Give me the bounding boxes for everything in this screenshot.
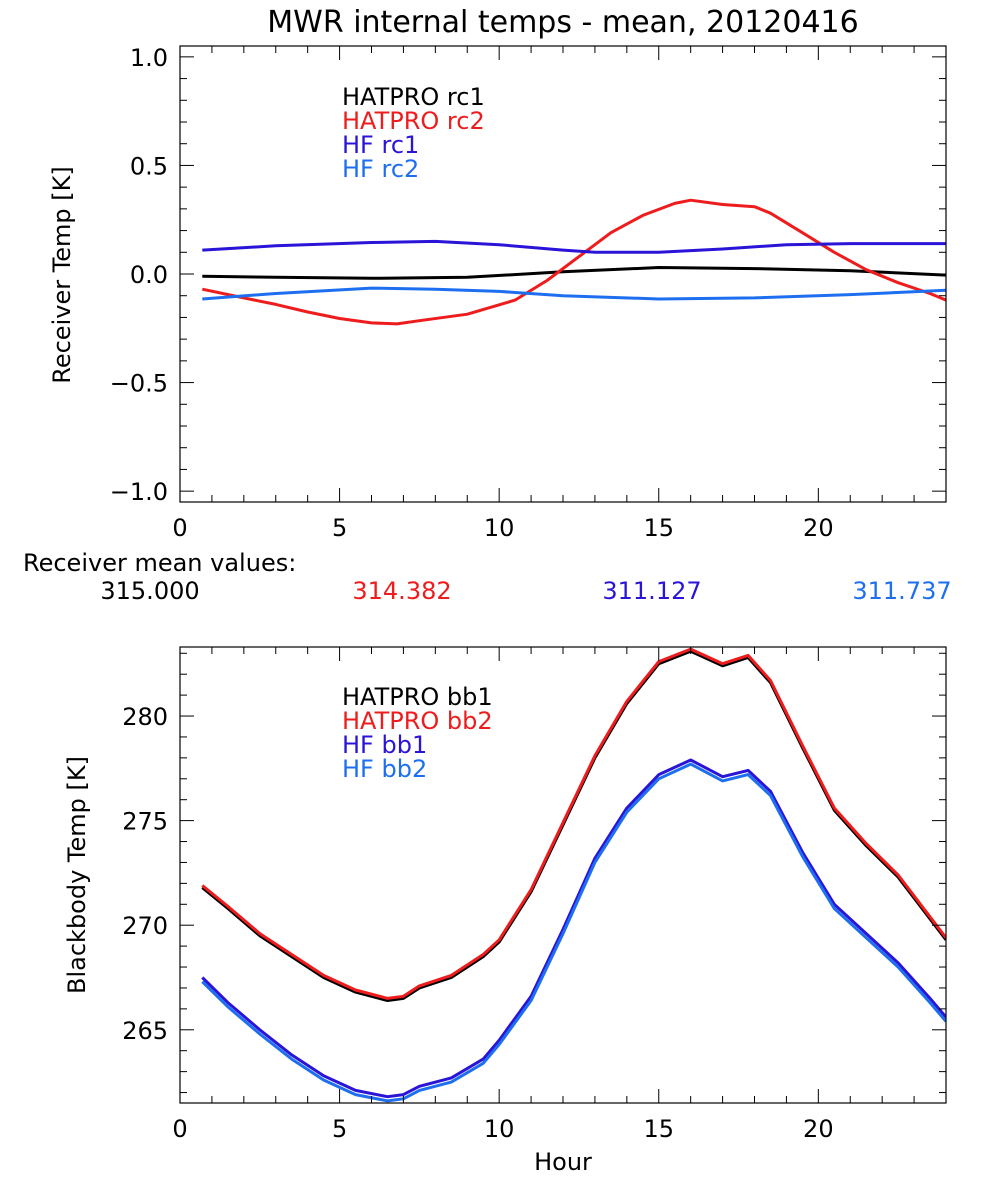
summary-value-hf-rc1: 311.127: [602, 577, 701, 605]
legend-entry-hatpro-bb2: HATPRO bb2: [342, 707, 493, 735]
x-tick-label: 15: [643, 514, 674, 542]
blackbody-temp-panel: 0 5 10 15 20 265 270 275 280 Blackbody Temp [K] Ho…: [63, 646, 947, 1176]
y-tick-label: 270: [122, 912, 168, 940]
chart-title: MWR internal temps - mean, 20120416: [267, 5, 858, 40]
y-tick-label: 275: [122, 808, 168, 836]
y-tick-label: 0.0: [130, 261, 168, 289]
summary-value-hatpro-rc1: 315.000: [100, 577, 199, 605]
x-tick-label: 20: [803, 514, 834, 542]
x-tick-label: 5: [332, 1115, 347, 1143]
series-line-hatpro-rc1: [202, 266, 946, 280]
y-tick-label: −0.5: [110, 370, 168, 398]
x-tick-label: 5: [332, 514, 347, 542]
x-axis-label: Hour: [534, 1148, 592, 1176]
series-line-hatpro-bb2: [201, 647, 946, 1000]
legend-entry-hf-rc1: HF rc1: [342, 131, 419, 159]
legend-entry-hf-bb2: HF bb2: [342, 755, 427, 783]
x-tick-label: 0: [172, 1115, 187, 1143]
y-axis-label: Blackbody Temp [K]: [63, 756, 91, 994]
series-line-hatpro-rc2: [201, 198, 946, 326]
summary-label: Receiver mean values:: [23, 549, 296, 577]
legend-entry-hatpro-bb1: HATPRO bb1: [342, 683, 493, 711]
legend-entry-hf-rc2: HF rc2: [342, 155, 419, 183]
series-line-hf-rc2: [202, 286, 946, 301]
series-line-hatpro-bb1: [201, 649, 946, 1002]
x-tick-label: 10: [484, 1115, 515, 1143]
y-tick-label: 0.5: [130, 152, 168, 180]
legend-entry-hf-bb1: HF bb1: [342, 731, 427, 759]
series-line-hf-rc1: [202, 239, 946, 254]
x-tick-label: 20: [803, 1115, 834, 1143]
y-tick-label: 265: [122, 1017, 168, 1045]
summary-value-hatpro-rc2: 314.382: [352, 577, 451, 605]
plot-frame: [179, 646, 947, 1104]
y-tick-label: −1.0: [110, 478, 168, 506]
summary-value-hf-rc2: 311.737: [852, 577, 951, 605]
plot-frame: [179, 45, 947, 503]
x-tick-label: 0: [172, 514, 187, 542]
legend-entry-hatpro-rc1: HATPRO rc1: [342, 83, 485, 111]
legend-entry-hatpro-rc2: HATPRO rc2: [342, 107, 485, 135]
x-tick-label: 15: [643, 1115, 674, 1143]
x-tick-label: 10: [484, 514, 515, 542]
receiver-temp-panel: 0 5 10 15 20 −1.0 −0.5 0.0 0.5 1.0 Receiver Temp […: [48, 44, 947, 542]
y-tick-label: 1.0: [130, 44, 168, 72]
y-axis-label: Receiver Temp [K]: [48, 166, 76, 384]
y-tick-label: 280: [122, 703, 168, 731]
series-line-hf-bb2: [201, 762, 946, 1103]
series-line-hf-bb1: [201, 758, 946, 1099]
